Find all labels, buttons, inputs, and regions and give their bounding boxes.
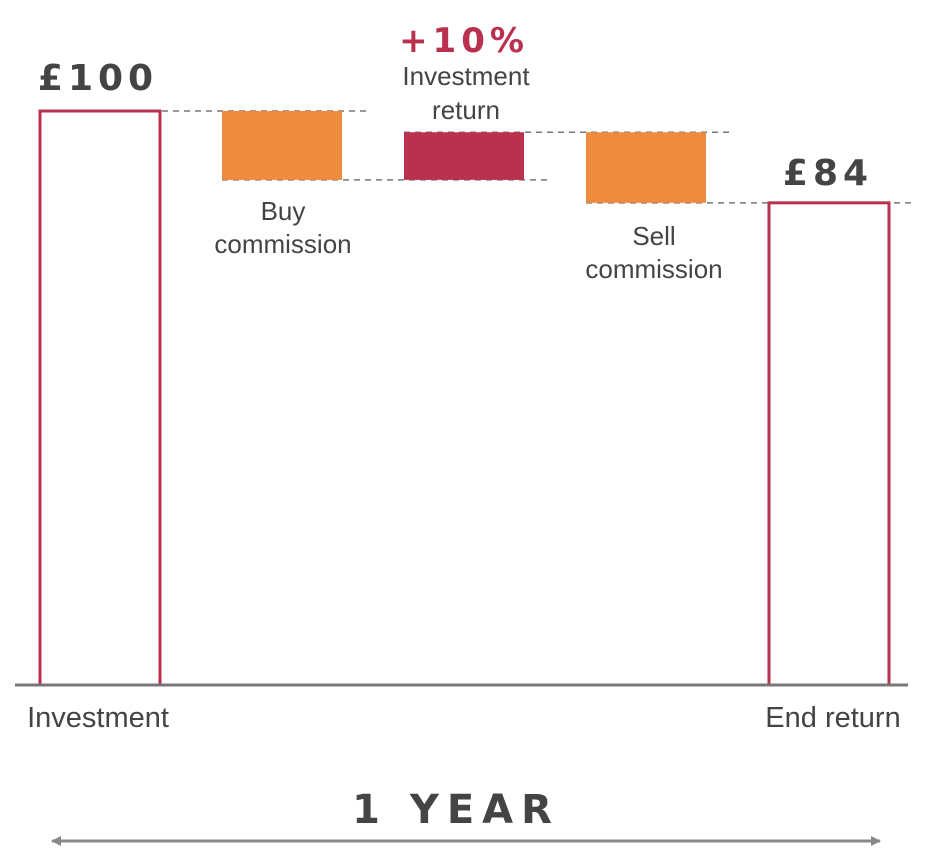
period-label: 1 YEAR (352, 787, 560, 833)
category-label-sell-commission-line2: commission (585, 254, 722, 284)
bar-buy-commission (222, 111, 342, 180)
category-label-end-return: End return (765, 702, 900, 734)
category-label-investment-return-line1: Investment (402, 61, 530, 91)
investment-value-label: £100 (38, 58, 158, 99)
investment-return-value-label: +10% (399, 21, 529, 61)
category-label-investment: Investment (27, 702, 169, 734)
category-label-buy-commission-line1: Buy (261, 196, 306, 226)
bars (38, 109, 891, 687)
bar-end-return (767, 201, 891, 687)
category-label-buy-commission-line2: commission (214, 229, 351, 259)
bar-investment-return (404, 132, 524, 180)
bar-investment (38, 109, 162, 687)
category-label-investment-return-line2: return (432, 95, 500, 125)
category-label-sell-commission-line1: Sell (632, 221, 675, 251)
end-return-value-label: £84 (783, 153, 873, 194)
bar-sell-commission (586, 132, 706, 203)
